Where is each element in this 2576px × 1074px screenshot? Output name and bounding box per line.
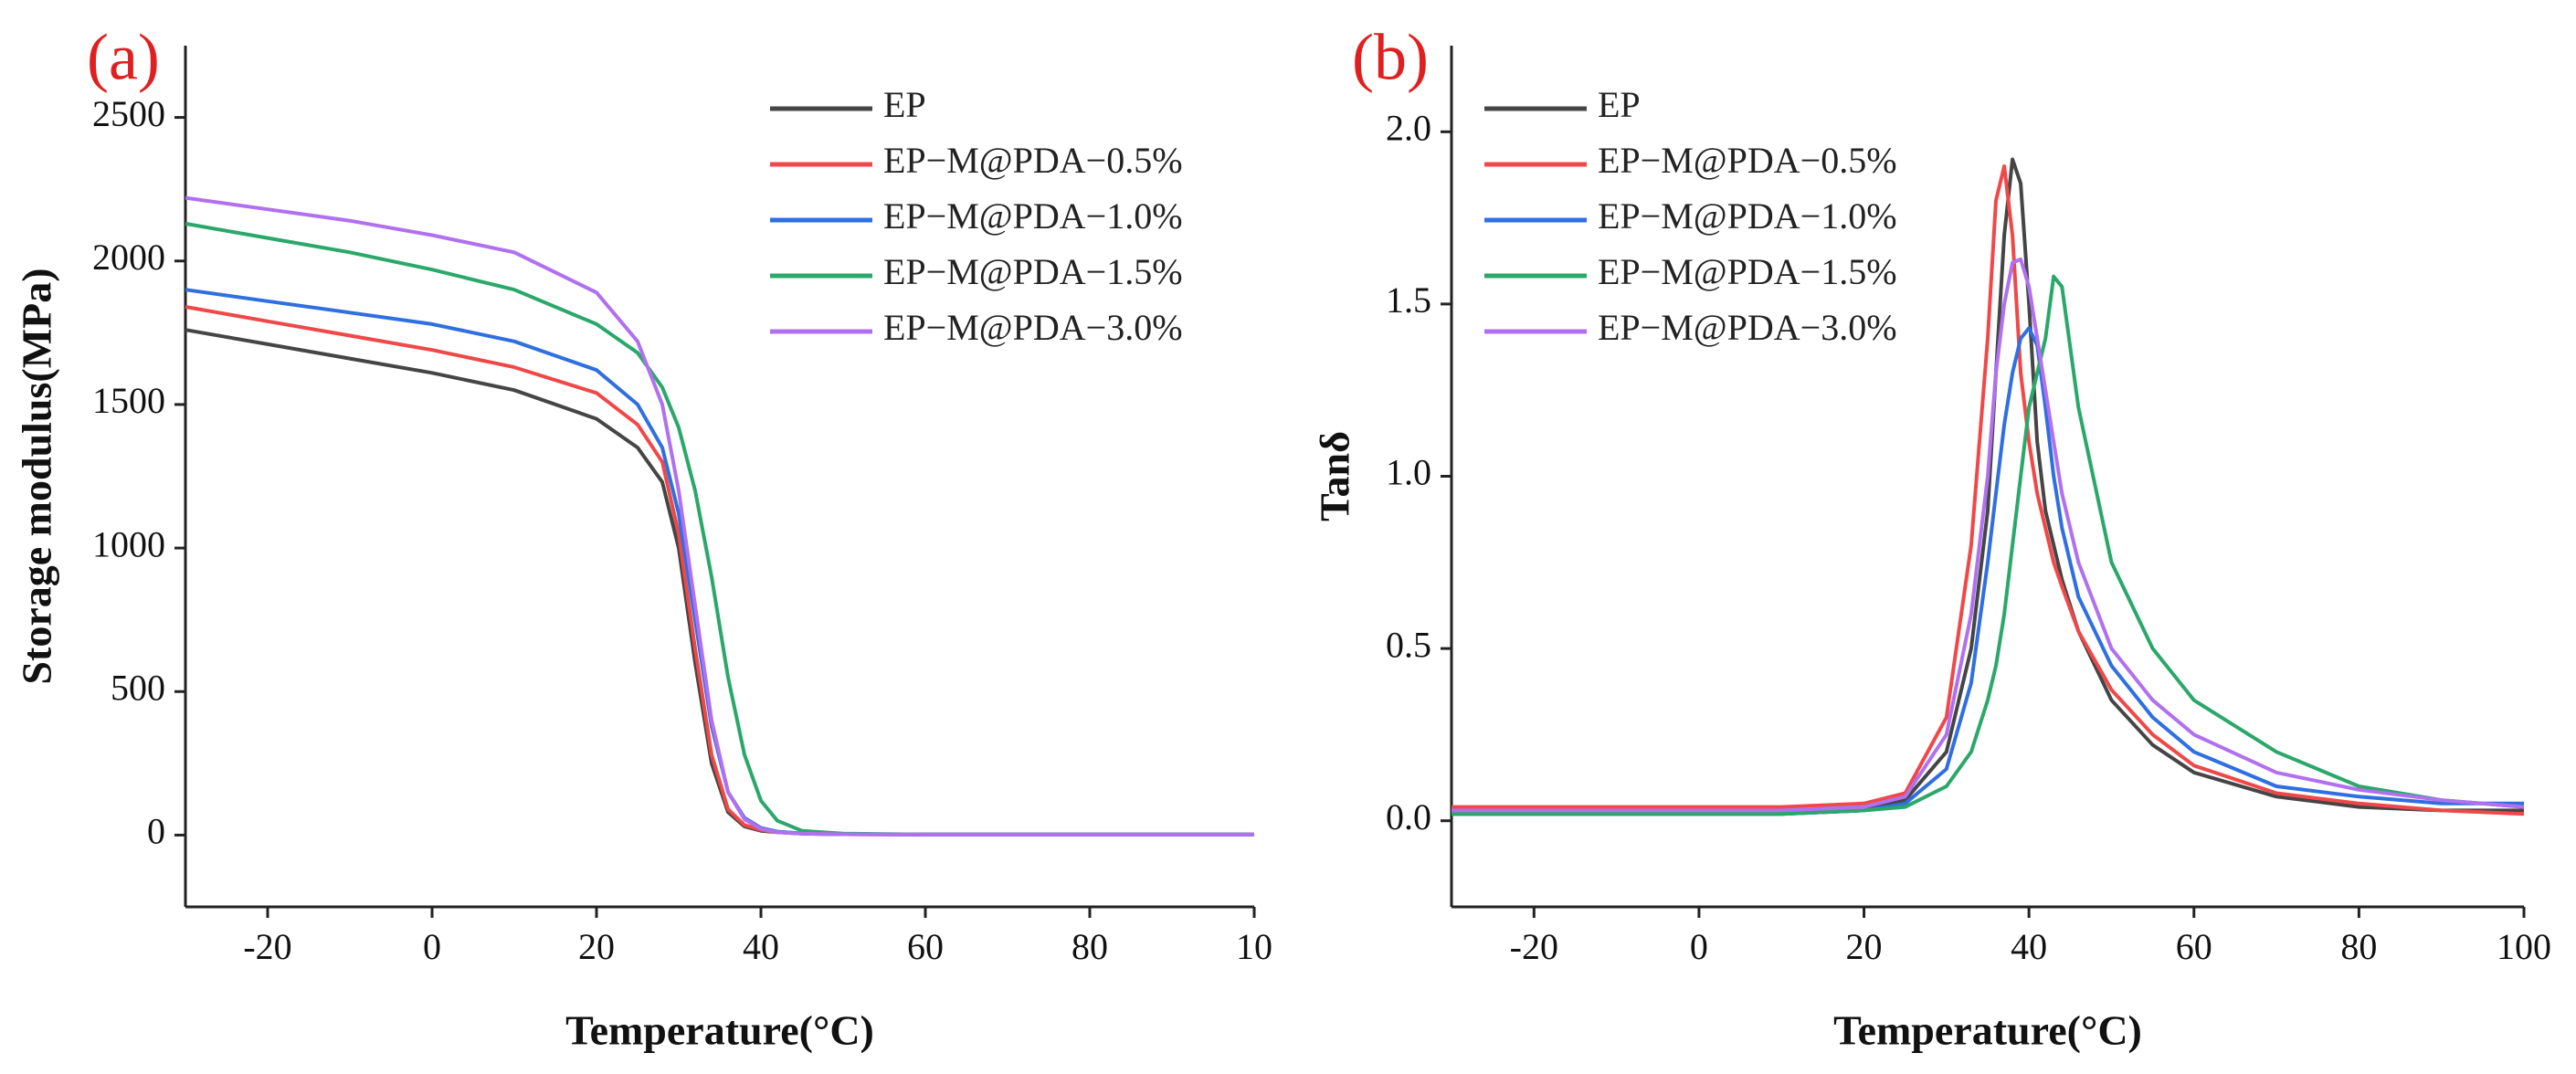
data-line [1452, 257, 2525, 813]
y-axis-title: Storage modulus(MPa) [14, 268, 60, 684]
legend-label: EP−M@PDA−3.0% [1598, 307, 1897, 348]
x-tick-label: 40 [743, 926, 779, 967]
legend-label: EP−M@PDA−3.0% [883, 307, 1183, 348]
x-tick-label: 0 [1690, 926, 1708, 967]
y-axis-title: Tanδ [1312, 431, 1358, 521]
panel-label: (a) [87, 21, 160, 94]
x-axis-title: Temperature(°C) [1833, 1007, 2142, 1054]
y-tick-label: 2500 [92, 93, 165, 134]
x-tick-label: 100 [2497, 926, 2551, 967]
legend-label: EP−M@PDA−1.0% [1598, 195, 1897, 237]
legend-label: EP−M@PDA−1.0% [883, 195, 1183, 237]
legend-label: EP−M@PDA−1.5% [883, 251, 1183, 292]
y-tick-label: 1000 [92, 523, 165, 564]
x-tick-label: 20 [1846, 926, 1883, 967]
x-tick-label: 80 [1072, 926, 1108, 967]
y-tick-label: 0 [147, 811, 165, 852]
x-axis-title: Temperature(°C) [565, 1007, 874, 1054]
data-line [185, 195, 1254, 837]
data-line [1452, 157, 2524, 816]
data-line [1452, 326, 2524, 816]
legend-label: EP−M@PDA−0.5% [1598, 140, 1897, 181]
data-line [1452, 274, 2525, 816]
y-tick-label: 0.5 [1386, 624, 1431, 665]
x-tick-label: 60 [907, 926, 944, 967]
x-tick-label: 80 [2340, 926, 2377, 967]
y-tick-label: 500 [111, 667, 165, 708]
y-tick-label: 0.0 [1386, 796, 1431, 837]
legend-label: EP−M@PDA−1.5% [1598, 251, 1897, 292]
y-tick-label: 2.0 [1386, 107, 1431, 148]
data-line [1452, 164, 2525, 816]
panel-label: (b) [1352, 21, 1429, 94]
legend-label: EP [883, 84, 926, 125]
x-tick-label: 40 [2011, 926, 2047, 967]
x-tick-label: 10 [1236, 926, 1272, 967]
y-tick-label: 1.0 [1386, 452, 1431, 493]
x-tick-label: 0 [423, 926, 441, 967]
x-tick-label: -20 [1510, 926, 1558, 967]
y-tick-label: 1.5 [1386, 279, 1431, 321]
x-tick-label: 60 [2176, 926, 2212, 967]
y-tick-label: 1500 [92, 380, 165, 421]
legend-label: EP−M@PDA−0.5% [883, 140, 1183, 181]
x-tick-label: -20 [243, 926, 291, 967]
x-tick-label: 20 [578, 926, 615, 967]
y-tick-label: 2000 [92, 237, 165, 278]
legend-label: EP [1598, 84, 1641, 125]
